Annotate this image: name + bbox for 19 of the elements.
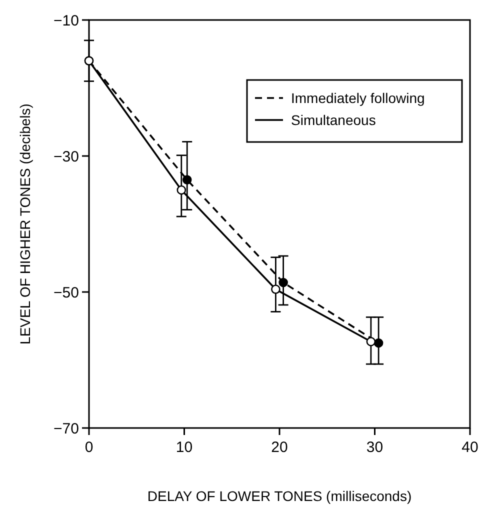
y-axis-title: LEVEL OF HIGHER TONES (decibels) [17, 104, 33, 344]
point [374, 338, 384, 348]
y-tick-label: −10 [54, 12, 79, 30]
y-tick-label: −30 [54, 148, 79, 166]
point [271, 284, 280, 294]
point [182, 175, 192, 184]
y-tick-label: −50 [54, 284, 79, 302]
legend-label: Simultaneous [291, 112, 376, 128]
x-tick-label: 30 [366, 439, 384, 456]
x-axis-title: DELAY OF LOWER TONES (milliseconds) [147, 488, 412, 504]
x-tick-label: 10 [176, 439, 193, 456]
legend-label: Immediately following [291, 90, 425, 106]
x-tick-label: 20 [271, 439, 288, 456]
point [176, 185, 186, 195]
y-tick-label: −70 [54, 420, 79, 438]
point [278, 278, 288, 288]
x-tick-label: 0 [84, 439, 94, 456]
point [366, 336, 376, 346]
x-tick-label: 40 [462, 439, 478, 456]
